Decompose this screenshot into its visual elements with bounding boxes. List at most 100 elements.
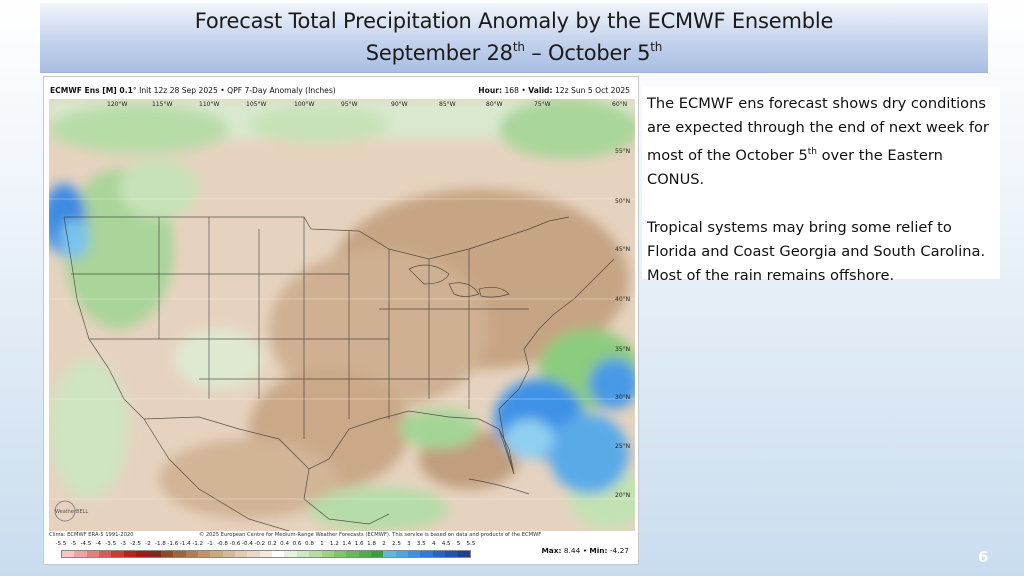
colorbar-swatch (74, 551, 87, 557)
colorbar-tick-label: -3 (120, 541, 126, 547)
colorbar-swatch (148, 551, 161, 557)
slide-number: 6 (978, 548, 989, 566)
colorbar-tick-label: 5.5 (466, 541, 476, 547)
colorbar-tick-label: 4.5 (441, 541, 451, 547)
colorbar-tick-label: -0.2 (254, 541, 266, 547)
title-line-2: September 28th – October 5th (365, 40, 663, 65)
colorbar-tick-label: -0.6 (229, 541, 241, 547)
title-line-1: Forecast Total Precipitation Anomaly by … (194, 9, 834, 33)
lon-label: 95°W (341, 101, 358, 108)
lon-label: 75°W (534, 101, 551, 108)
lon-label: 80°W (486, 101, 503, 108)
colorbar-swatch (86, 551, 100, 557)
colorbar (61, 550, 471, 558)
colorbar-swatch (136, 551, 149, 557)
lon-label: 100°W (294, 101, 314, 108)
map-header: ECMWF Ens [M] 0.1° Init 12z 28 Sep 2025 … (50, 86, 630, 95)
colorbar-tick-label: -1 (207, 541, 213, 547)
colorbar-tick-label: -1.8 (154, 541, 166, 547)
map-image: 120°W 115°W 110°W 105°W 100°W 95°W 90°W … (49, 99, 635, 531)
colorbar-swatch (99, 551, 112, 557)
map-model-label: ECMWF Ens [M] 0.1 (50, 86, 133, 95)
colorbar-tick-label: -4 (95, 541, 102, 547)
colorbar-tick-label: 1.2 (329, 541, 339, 547)
colorbar-swatch (408, 551, 421, 557)
summary-text-box: The ECMWF ens forecast shows dry conditi… (642, 86, 1000, 284)
colorbar-swatch (309, 551, 322, 557)
colorbar-swatch (432, 551, 446, 557)
colorbar-tick-label: 1.4 (342, 541, 352, 547)
colorbar-tick-label: 5 (456, 541, 461, 547)
colorbar-tick-label: -0.8 (217, 541, 228, 547)
lat-label: 55°N (615, 148, 630, 155)
colorbar-swatch (358, 551, 371, 557)
lat-label: 35°N (615, 346, 630, 353)
colorbar-tick-label: 0.2 (267, 541, 277, 547)
colorbar-swatch (333, 551, 347, 557)
lat-label: 30°N (615, 394, 630, 401)
slide-title: Forecast Total Precipitation Anomaly by … (40, 3, 988, 73)
colorbar-tick-label: 0.6 (292, 541, 302, 547)
colorbar-swatch (259, 551, 273, 557)
colorbar-swatch (210, 551, 223, 557)
colorbar-tick-label: 1 (320, 541, 324, 547)
colorbar-labels: -5.5 -5 -4.5 -4 -3.5 -3 -2.5 -2 -1.8 -1.6 -1.4 -1.2… (56, 541, 481, 549)
colorbar-swatch (370, 551, 384, 557)
colorbar-swatch (420, 551, 433, 557)
colorbar-tick-label: 1.8 (367, 541, 377, 547)
colorbar-swatch (346, 551, 359, 557)
colorbar-swatch (197, 551, 211, 557)
lat-label: 25°N (615, 443, 630, 450)
colorbar-tick-label: 0.4 (280, 541, 290, 547)
colorbar-tick-label: 3 (407, 541, 411, 547)
svg-text:WeatherBELL: WeatherBELL (55, 509, 88, 515)
lon-label: 85°W (439, 101, 456, 108)
lon-label: 110°W (199, 101, 219, 108)
lon-label: 120°W (107, 101, 127, 108)
max-min-readout: Max: 8.44 • Min: -4.27 (541, 546, 629, 555)
colorbar-swatch (160, 551, 174, 557)
colorbar-swatch (222, 551, 236, 557)
colorbar-tick-label: -1.2 (192, 541, 204, 547)
lon-label: 115°W (152, 101, 172, 108)
colorbar-tick-label: 1.6 (354, 541, 364, 547)
colorbar-swatch (296, 551, 310, 557)
colorbar-swatch (62, 551, 75, 557)
colorbar-tick-label: -4.5 (80, 541, 92, 547)
map-footer: Clima: ECMWF ERA-5 1991-2020 © 2025 Euro… (49, 532, 635, 562)
colorbar-swatch (123, 551, 137, 557)
summary-paragraph-2: Tropical systems may bring some relief t… (647, 218, 986, 284)
map-header-desc: ° Init 12z 28 Sep 2025 • QPF 7-Day Anoma… (132, 86, 336, 95)
colorbar-tick-label: -1.4 (179, 541, 191, 547)
colorbar-tick-label: 2.5 (392, 541, 401, 547)
colorbar-tick-label: 0.8 (305, 541, 314, 547)
colorbar-swatch (383, 551, 396, 557)
lat-label: 50°N (615, 198, 630, 205)
summary-paragraph-1: The ECMWF ens forecast shows dry conditi… (647, 95, 989, 188)
colorbar-swatch (395, 551, 409, 557)
lon-label: 90°W (391, 101, 408, 108)
colorbar-swatch (284, 551, 297, 557)
colorbar-tick-label: -3.5 (105, 541, 117, 547)
colorbar-swatch (457, 551, 470, 557)
lat-label: 40°N (615, 296, 630, 303)
colorbar-swatch (445, 551, 458, 557)
colorbar-tick-label: -5.5 (55, 541, 67, 547)
colorbar-swatch (111, 551, 124, 557)
copyright-note: © 2025 European Centre for Medium-Range … (199, 532, 542, 538)
colorbar-swatch (247, 551, 260, 557)
map-valid-time: 12z Sun 5 Oct 2025 (554, 86, 630, 95)
colorbar-tick-label: -5 (70, 541, 77, 547)
precip-anomaly-map: ECMWF Ens [M] 0.1° Init 12z 28 Sep 2025 … (43, 76, 639, 565)
colorbar-tick-label: 3.5 (416, 541, 426, 547)
map-hour: 168 (504, 86, 519, 95)
colorbar-swatch (321, 551, 334, 557)
lat-label: 20°N (615, 492, 630, 499)
clim-note: Clima: ECMWF ERA-5 1991-2020 (49, 532, 134, 538)
colorbar-tick-label: -0.4 (241, 541, 253, 547)
colorbar-swatch (173, 551, 186, 557)
colorbar-tick-label: -2.5 (130, 541, 141, 547)
lat-label: 60°N (612, 101, 627, 108)
colorbar-tick-label: 4 (431, 541, 436, 547)
colorbar-tick-label: -2 (145, 541, 151, 547)
